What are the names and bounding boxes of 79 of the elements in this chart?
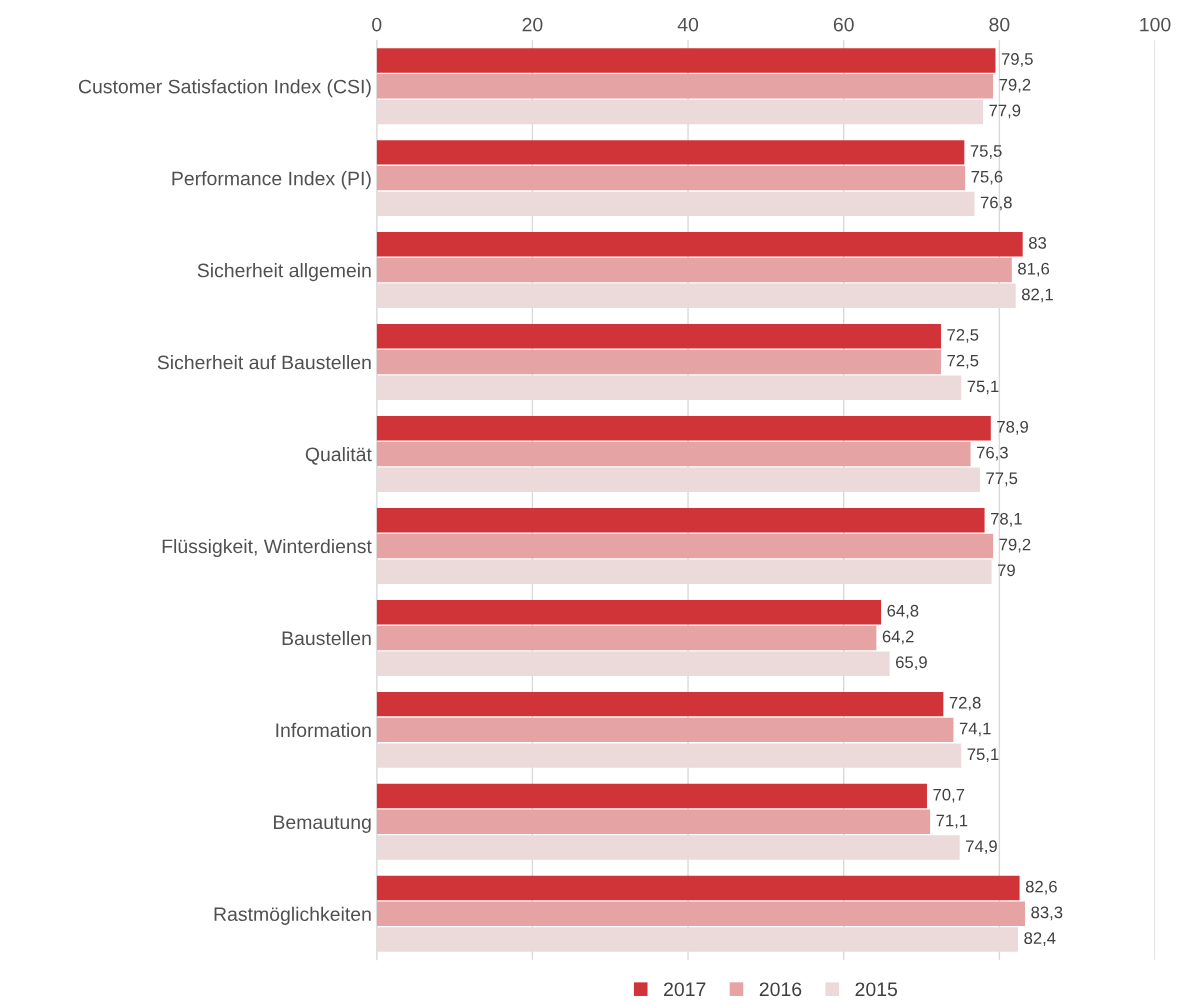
x-tick-label: 0 xyxy=(372,17,382,32)
data-label: 83 xyxy=(1028,237,1047,249)
data-label: 82,4 xyxy=(1024,932,1056,946)
bar xyxy=(376,283,1016,309)
y-tick-label: Information xyxy=(276,722,371,738)
data-label: 72,8 xyxy=(949,696,981,711)
bar xyxy=(376,191,975,217)
data-label: 82,6 xyxy=(1025,880,1057,895)
bar xyxy=(376,507,985,533)
bar xyxy=(376,232,1023,257)
data-label: 76,8 xyxy=(980,196,1012,211)
data-label: 71,1 xyxy=(936,814,968,829)
data-label: 75,6 xyxy=(971,170,1003,185)
bar xyxy=(376,140,965,165)
y-tick-label: Qualität xyxy=(305,446,372,465)
data-label: 65,9 xyxy=(896,656,927,671)
bar xyxy=(376,927,1019,952)
data-label: 79 xyxy=(997,564,1015,577)
x-tick-label: 40 xyxy=(677,17,699,32)
x-tick-label: 80 xyxy=(989,17,1010,32)
bar xyxy=(376,324,941,349)
data-label: 74,1 xyxy=(959,722,991,737)
y-tick-label: Customer Satisfaction Index (CSI) xyxy=(78,79,371,98)
bar xyxy=(376,375,962,401)
data-label: 75,1 xyxy=(967,748,999,763)
data-label: 64,2 xyxy=(882,630,914,645)
y-tick-label: Sicherheit allgemein xyxy=(197,263,371,282)
data-label: 74,9 xyxy=(966,840,997,855)
data-label: 77,9 xyxy=(989,104,1021,119)
bar xyxy=(376,467,980,492)
data-label: 81,6 xyxy=(1018,262,1050,277)
x-tick-label: 60 xyxy=(833,17,854,32)
bar xyxy=(376,875,1020,901)
data-label: 82,1 xyxy=(1021,288,1053,303)
y-tick-label: Baustellen xyxy=(282,630,371,646)
data-label: 64,8 xyxy=(887,604,919,619)
bar xyxy=(376,901,1026,927)
bar xyxy=(376,441,971,467)
data-label: 75,5 xyxy=(970,145,1002,159)
data-label: 83,3 xyxy=(1031,906,1063,921)
bar xyxy=(376,743,962,768)
y-tick-label: Flüssigkeit, Winterdienst xyxy=(162,538,372,558)
data-label: 79,2 xyxy=(999,538,1031,553)
legend-label: 2017 xyxy=(664,982,706,997)
data-label: 79,2 xyxy=(999,78,1031,93)
bar xyxy=(376,48,996,73)
data-label: 70,7 xyxy=(933,788,965,803)
y-tick-label: Rastmöglichkeiten xyxy=(214,906,371,925)
bar xyxy=(376,73,994,99)
bar xyxy=(376,599,882,625)
data-label: 76,3 xyxy=(976,446,1008,461)
y-tick-label: Bemautung xyxy=(274,815,371,833)
bar xyxy=(376,416,991,441)
bar xyxy=(376,533,994,559)
data-label: 75,1 xyxy=(967,380,999,395)
bar xyxy=(376,717,954,743)
data-label: 79,5 xyxy=(1001,53,1033,67)
bar xyxy=(376,651,890,676)
x-tick-label: 100 xyxy=(1140,17,1171,32)
bar xyxy=(376,257,1012,283)
x-tick-label: 20 xyxy=(522,17,543,32)
bar xyxy=(376,165,966,191)
data-label: 77,5 xyxy=(986,472,1018,487)
bar xyxy=(376,349,941,375)
y-tick-label: Sicherheit auf Baustellen xyxy=(157,355,371,370)
bar xyxy=(376,559,992,584)
data-label: 72,5 xyxy=(947,354,979,369)
data-label: 72,5 xyxy=(947,328,979,343)
legend-label: 2015 xyxy=(855,982,898,997)
y-tick-label: Performance Index (PI) xyxy=(172,171,371,190)
bar xyxy=(376,835,960,860)
data-label: 78,9 xyxy=(997,420,1028,435)
bar xyxy=(376,783,927,809)
legend-label: 2016 xyxy=(759,982,802,997)
bar xyxy=(376,99,984,125)
bar xyxy=(376,625,877,651)
data-label: 78,1 xyxy=(990,512,1022,527)
bar xyxy=(376,691,944,717)
bar xyxy=(376,809,931,835)
